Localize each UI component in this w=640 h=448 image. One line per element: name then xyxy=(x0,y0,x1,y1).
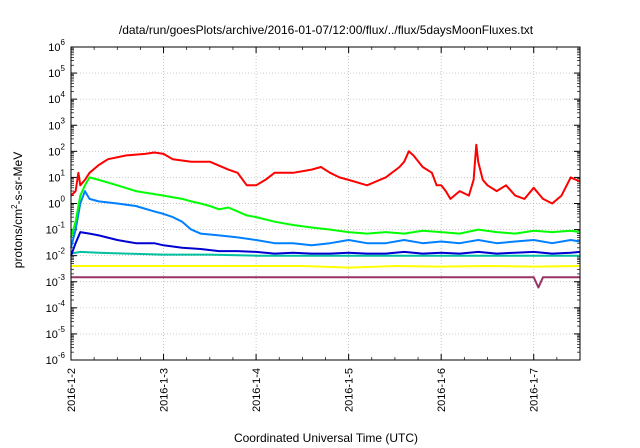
series-line-2 xyxy=(70,190,581,249)
chart-title: /data/run/goesPlots/archive/2016-01-07/1… xyxy=(119,23,534,37)
y-tick-label: 10-1 xyxy=(46,221,66,237)
x-tick-label: 2016-1-2 xyxy=(66,368,78,412)
y-tick-label: 10-6 xyxy=(46,351,66,367)
y-tick-label: 103 xyxy=(48,116,65,132)
y-tick-label: 10-5 xyxy=(46,325,66,341)
series-line-1 xyxy=(70,176,581,238)
x-tick-label: 2016-1-5 xyxy=(344,368,356,412)
y-axis-label-sup: 2 xyxy=(10,204,19,209)
plot-frame xyxy=(70,46,581,361)
y-tick-label: 100 xyxy=(48,195,65,211)
x-tick-labels: 2016-1-2 2016-1-3 2016-1-4 2016-1-5 2016-1-6… xyxy=(66,368,541,412)
y-tick-label: 102 xyxy=(48,142,65,158)
x-tick-label: 2016-1-7 xyxy=(529,368,541,412)
series-layer xyxy=(70,143,581,289)
series-line-5 xyxy=(71,265,581,269)
x-axis-label: Coordinated Universal Time (UTC) xyxy=(234,431,418,445)
y-tick-label: 105 xyxy=(48,64,65,80)
y-tick-label: 10-4 xyxy=(46,299,66,315)
y-tick-label: 106 xyxy=(48,38,65,54)
series-line-3 xyxy=(70,231,581,257)
series-line-6 xyxy=(71,276,580,289)
x-tick-label: 2016-1-6 xyxy=(436,368,448,412)
y-tick-label: 104 xyxy=(48,90,65,106)
y-axis-label-pre: protons/cm xyxy=(11,209,25,268)
series-line-4 xyxy=(70,250,580,257)
y-tick-label: 101 xyxy=(48,168,65,184)
x-tick-label: 2016-1-3 xyxy=(159,368,171,412)
x-tick-label: 2016-1-4 xyxy=(251,368,263,412)
y-axis-label: protons/cm2-s-sr-MeV xyxy=(10,152,25,268)
y-tick-labels: 10-6 10-5 10-4 10-3 10-2 10-1 100 101 102 103 104 1… xyxy=(46,38,66,367)
y-axis-label-post: -s-sr-MeV xyxy=(11,152,25,205)
grid-layer xyxy=(70,46,580,361)
y-tick-label: 10-3 xyxy=(46,273,66,289)
series-line-0 xyxy=(70,143,581,205)
y-tick-label: 10-2 xyxy=(46,247,66,263)
